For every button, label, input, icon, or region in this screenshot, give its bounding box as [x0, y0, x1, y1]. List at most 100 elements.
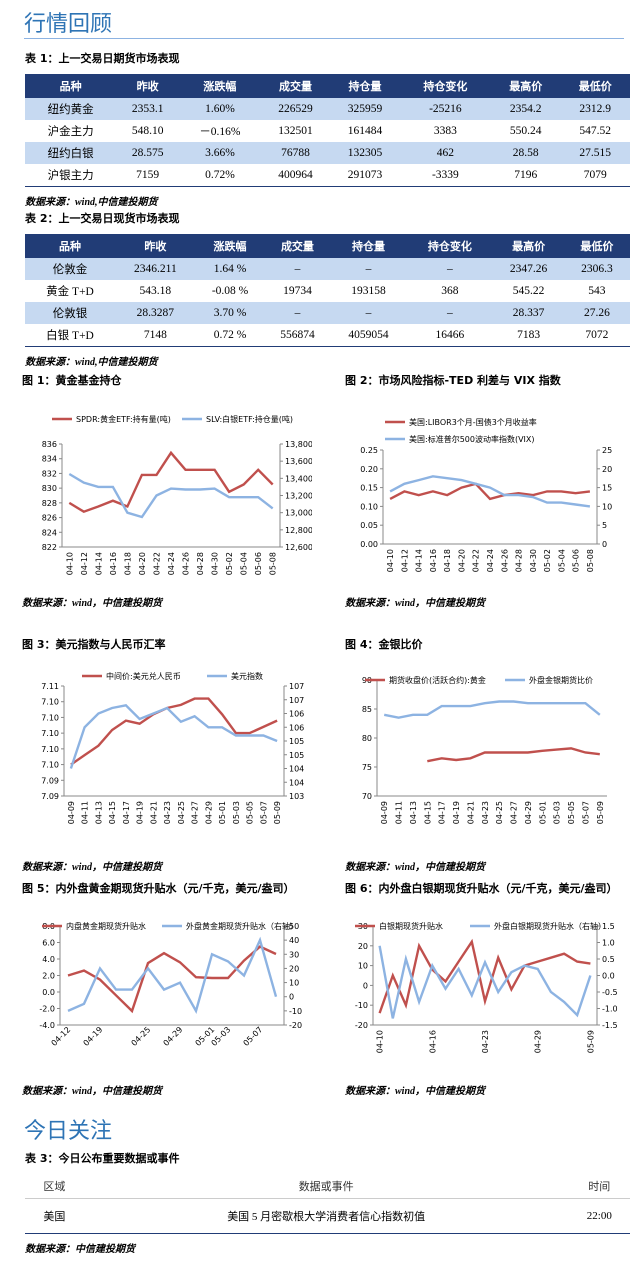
chart-block: 图 2：市场风险指标-TED 利差与 VIX 指数 0.00 0.05 0.10 0.1…: [345, 372, 635, 612]
header-cell: 最低价: [563, 234, 630, 258]
y2-tick-label: 0.0: [602, 972, 615, 981]
series-line: [427, 747, 600, 763]
x-tick-label: 04-14: [94, 552, 103, 575]
table-cell: 沪金主力: [47, 126, 94, 138]
table-cell: 548.10: [131, 125, 164, 137]
x-tick-label: 04-09: [380, 801, 389, 824]
x-tick-label: 04-27: [510, 801, 519, 824]
x-tick-label: 05-03: [232, 801, 241, 824]
chart: 7.09 7.09 7.10 7.10 7.10 7.10 7.10 7.11 103 104 10…: [41, 671, 304, 824]
legend-label: 美元指数: [231, 671, 263, 681]
table-cell: 2354.2: [491, 98, 561, 120]
table-cell: 1.60%: [179, 98, 261, 120]
table-cell: -3339: [399, 164, 492, 187]
y2-tick-label: 0: [289, 993, 294, 1002]
x-tick-label: 04-25: [177, 801, 186, 824]
series-line: [68, 450, 274, 514]
heading: 行情回顾: [24, 6, 624, 39]
y2-tick-label: 50: [289, 922, 299, 931]
table-cell: 325959: [330, 98, 400, 120]
x-tick-label: 04-21: [466, 801, 475, 824]
table-cell: 400964: [260, 164, 331, 187]
x-tick-label: 04-26: [500, 549, 509, 572]
x-tick-label: 04-22: [472, 549, 481, 572]
source-note: 数据来源：wind，中信建投期货: [345, 598, 486, 609]
table-cell: 7148: [115, 324, 196, 347]
table-cell: 2346.211: [115, 258, 196, 280]
x-tick-label: 04-19: [136, 801, 145, 824]
table-row: 沪银主力 7159 0.72% 400964 291073 -3339 7196 7079: [25, 164, 630, 187]
table-head: 品种 昨收 涨跌幅 成交量 持仓量 持仓变化 最高价 最低价: [25, 234, 630, 258]
table-block: 表 3：今日公布重要数据或事件 区域 数据或事件 时间 美国 美国 5 月密歇根大学消费者…: [25, 1150, 630, 1255]
x-tick-label: 04-17: [122, 801, 131, 824]
table-cell: 沪银主力: [25, 164, 117, 187]
source-note: 数据来源：中信建投期货: [25, 1244, 135, 1255]
chart: 822 824 826 828 830 832 834 836 12,600 12,800 13,0…: [42, 414, 312, 575]
table-caption: 表 3：今日公布重要数据或事件: [25, 1152, 180, 1165]
x-tick-label: 05-09: [273, 801, 282, 824]
x-tick-label: 04-30: [211, 552, 220, 575]
table-cell: –: [406, 302, 494, 324]
table-cell: 462: [399, 142, 492, 164]
x-tick-label: 05-06: [572, 549, 581, 572]
y2-tick-label: 20: [289, 964, 299, 973]
series-line: [383, 700, 601, 719]
y-tick-label: 0: [363, 981, 368, 990]
x-tick-label: 04-29: [524, 801, 533, 824]
header-cell: 涨跌幅: [195, 234, 265, 258]
table-row: 美国 美国 5 月密歇根大学消费者信心指数初值 22:00: [25, 1198, 630, 1234]
table-cell: －0.16%: [199, 126, 241, 138]
y2-tick-label: 103: [289, 792, 304, 801]
x-tick-label: 04-17: [438, 801, 447, 824]
table-cell: –: [330, 258, 407, 280]
table: 品种 昨收 涨跌幅 成交量 持仓量 持仓变化 最高价 最低价 纽约黄金 2353.1 1.60% 22…: [25, 74, 630, 187]
x-tick-label: 05-03: [553, 801, 562, 824]
source-note: 数据来源：wind，中信建投期货: [22, 862, 163, 873]
y-tick-label: 834: [42, 455, 57, 464]
y-tick-label: -4.0: [39, 1021, 55, 1030]
y2-tick-label: 40: [289, 936, 299, 945]
x-tick-label: 05-01: [538, 801, 547, 824]
y-tick-label: 832: [42, 469, 57, 478]
table-cell: 16466: [406, 324, 494, 347]
y2-tick-label: 12,600: [285, 543, 312, 552]
x-tick-label: 04-16: [428, 1030, 437, 1053]
table-cell: -0.08 %: [211, 285, 249, 297]
table-row: 纽约黄金 2353.1 1.60% 226529 325959 -25216 2354.2 2…: [25, 98, 630, 120]
legend-label: 外盘金银期货比价: [529, 675, 593, 685]
x-tick-label: 04-13: [94, 801, 103, 824]
y-tick-label: 0.20: [360, 465, 378, 474]
legend-label: 期货收盘价(活跃合约):黄金: [389, 675, 486, 685]
table-row: 沪金主力 548.10 －0.16% 132501 161484 3383 550.24 54…: [25, 120, 630, 142]
table-cell: 4059054: [330, 324, 407, 347]
table-row: 伦敦银 28.3287 3.70 % – – –28.337 27.26: [25, 302, 630, 324]
chart-caption: 图 3：美元指数与人民币汇率: [22, 638, 166, 651]
y2-tick-label: 0: [602, 540, 607, 549]
y-tick-label: 0.10: [360, 502, 378, 511]
series-line: [389, 482, 591, 501]
x-tick-label: 04-28: [515, 549, 524, 572]
y2-tick-label: 13,400: [285, 474, 312, 483]
table-cell: 3.66%: [179, 142, 261, 164]
x-tick-label: 05-05: [567, 801, 576, 824]
series-line: [69, 703, 278, 769]
x-tick-label: 04-20: [138, 552, 147, 575]
y2-tick-label: 13,600: [285, 457, 312, 466]
x-tick-label: 04-30: [529, 549, 538, 572]
x-tick-label: 04-29: [534, 1030, 543, 1053]
legend-label: 美国:标准普尔500波动率指数(VIX): [409, 434, 535, 444]
table-caption: 表 2：上一交易日现货市场表现: [25, 212, 180, 225]
legend-label: 美国:LIBOR3个月-国债3个月收益率: [409, 417, 537, 427]
x-tick-label: 04-24: [167, 552, 176, 575]
chart-block: 图 3：美元指数与人民币汇率 7.09 7.09 7.10 7.10 7.10 7.10 7.…: [22, 636, 312, 876]
y-tick-label: 822: [42, 543, 57, 552]
table-cell: 27.26: [563, 302, 630, 324]
y2-tick-label: 5: [602, 521, 607, 530]
source-note: 数据来源：wind,中信建投期货: [25, 357, 158, 368]
y2-tick-label: -0.5: [602, 988, 618, 997]
y-tick-label: 6.0: [42, 939, 55, 948]
chart-block: 图 5：内外盘黄金期现货升贴水（元/千克，美元/盎司） -4.0 -2.0 0.0 2.…: [22, 880, 312, 1120]
x-tick-label: 05-07: [242, 1025, 265, 1048]
y2-tick-label: 30: [289, 950, 299, 959]
table-cell: 132305: [330, 142, 400, 164]
